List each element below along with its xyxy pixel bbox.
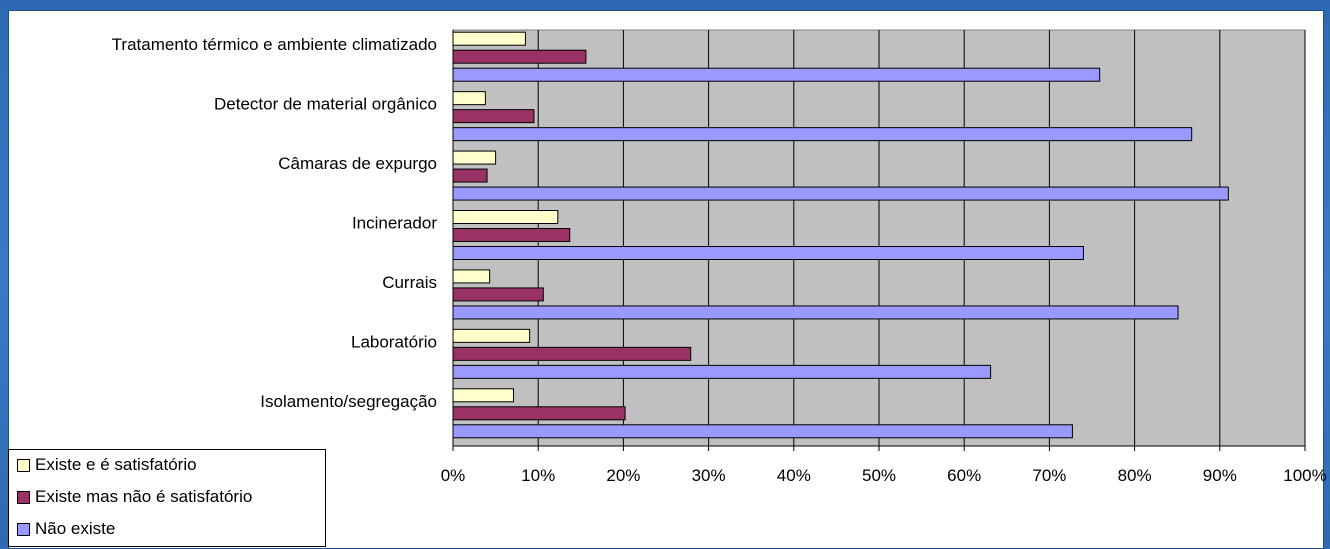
bar [452, 269, 491, 284]
legend-item-satisfatorio: Existe e é satisfatório [17, 454, 197, 476]
category-label: Isolamento/segregação [260, 392, 437, 411]
bar [452, 186, 1229, 201]
x-tick-label: 60% [947, 466, 981, 485]
legend-item-nao-satisfatorio: Existe mas não é satisfatório [17, 486, 252, 508]
x-tick-label: 80% [1118, 466, 1152, 485]
bar [452, 388, 514, 403]
bar [452, 91, 486, 106]
bar [452, 109, 535, 124]
legend-item-nao-existe: Não existe [17, 518, 115, 540]
bar [452, 49, 587, 64]
category-labels: Tratamento térmico e ambiente climatizad… [112, 35, 438, 411]
bar [452, 305, 1179, 320]
bar [452, 127, 1193, 142]
legend-swatch [17, 458, 30, 472]
category-label: Incinerador [352, 214, 437, 233]
bar [452, 168, 488, 183]
legend-label: Existe mas não é satisfatório [35, 487, 253, 506]
legend-label: Existe e é satisfatório [35, 455, 197, 474]
legend-swatch [17, 490, 30, 504]
x-tick-label: 0% [441, 466, 466, 485]
bar [452, 246, 1084, 260]
category-label: Câmaras de expurgo [278, 154, 437, 173]
category-label: Currais [382, 273, 437, 292]
x-tick-label: 10% [521, 466, 555, 485]
bar [452, 406, 626, 421]
bar [452, 424, 1073, 439]
legend-swatch [17, 522, 30, 536]
bar [452, 228, 571, 242]
x-tick-label: 20% [606, 466, 640, 485]
x-tick-label: 50% [862, 466, 896, 485]
x-axis-ticks: 0% 10% 20% 30% 40% 50% 60% 70% 80% 90% 100% [441, 466, 1327, 485]
x-tick-label: 70% [1032, 466, 1066, 485]
bar [452, 67, 1101, 82]
legend: Existe e é satisfatório Existe mas não é… [8, 449, 326, 547]
x-tick-label: 90% [1203, 466, 1237, 485]
x-tick-label: 40% [777, 466, 811, 485]
category-label: Laboratório [351, 332, 437, 351]
bar [452, 346, 692, 361]
bar [452, 150, 497, 165]
x-tick-label: 100% [1283, 466, 1326, 485]
bar [452, 210, 559, 224]
x-tick-label: 30% [692, 466, 726, 485]
bar [452, 328, 531, 343]
bars [452, 31, 1229, 439]
legend-label: Não existe [35, 519, 116, 538]
category-label: Detector de material orgânico [214, 95, 437, 114]
bar [452, 31, 526, 46]
bar [452, 364, 992, 379]
category-label: Tratamento térmico e ambiente climatizad… [112, 35, 437, 54]
bar [452, 287, 544, 302]
